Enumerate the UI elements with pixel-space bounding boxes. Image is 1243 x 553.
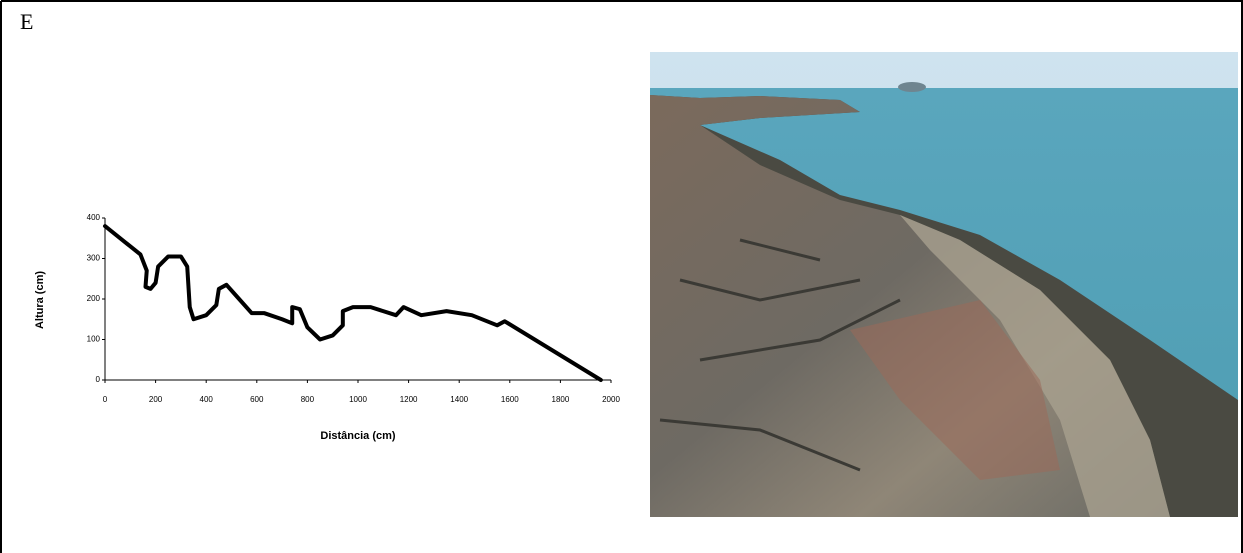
y-tick-label: 300: [87, 254, 101, 263]
y-tick-label: 0: [96, 375, 101, 384]
x-tick-label: 1000: [349, 395, 367, 404]
photo: [650, 52, 1238, 517]
photo-red-rock: [850, 300, 1060, 480]
x-axis-title: Distância (cm): [320, 430, 396, 442]
x-tick-label: 1200: [400, 395, 418, 404]
y-tick-label: 200: [87, 294, 101, 303]
profile-line: [103, 224, 603, 382]
x-tick-label: 1600: [501, 395, 519, 404]
photo-cracks: [659, 238, 901, 472]
y-tick-label: 400: [87, 213, 101, 222]
y-tick-label: 100: [87, 335, 101, 344]
x-tick-label: 1800: [552, 395, 570, 404]
chart: Altura (cm) Distância (cm) 0 100 200 300 400…: [34, 213, 621, 442]
x-tick-label: 2000: [602, 395, 620, 404]
y-axis-title: Altura (cm): [34, 271, 46, 329]
panel-label: E: [20, 9, 33, 34]
x-tick-label: 400: [200, 395, 214, 404]
photo-light-rock: [900, 215, 1170, 517]
photo-island: [898, 82, 926, 92]
x-tick-label: 0: [103, 395, 108, 404]
x-tick-label: 1400: [450, 395, 468, 404]
x-tick-label: 200: [149, 395, 163, 404]
x-tick-label: 800: [301, 395, 315, 404]
x-tick-label: 600: [250, 395, 264, 404]
